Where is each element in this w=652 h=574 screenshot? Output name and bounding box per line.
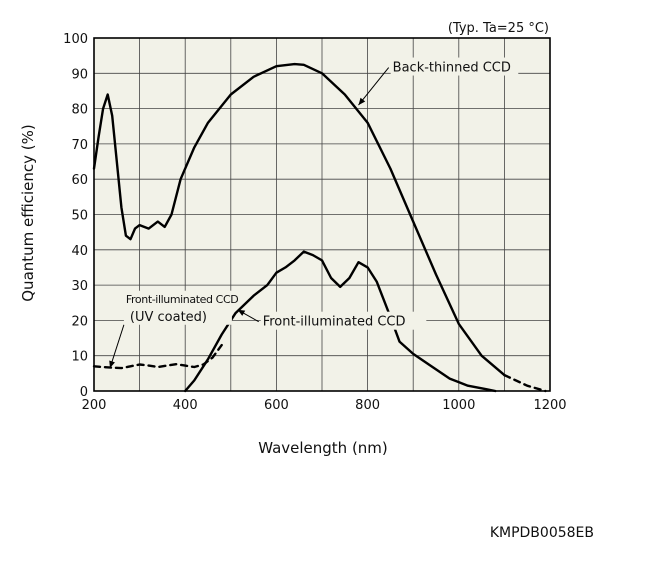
y-axis-title: Quantum efficiency (%) [19, 124, 37, 302]
annotation-arrowhead [358, 97, 366, 106]
y-tick-label: 40 [71, 244, 88, 259]
annotations: Back-thinned CCD Front-illuminated CCD Fro… [109, 57, 519, 369]
y-tick-label: 90 [71, 67, 88, 82]
x-axis-title: Wavelength (nm) [258, 439, 388, 457]
y-tick-label: 70 [71, 138, 88, 153]
x-tick-label: 200 [82, 398, 107, 413]
annotation-label: Back-thinned CCD [393, 61, 511, 76]
figure-code: KMPDB0058EB [490, 525, 594, 541]
x-tick-label: 800 [355, 398, 380, 413]
series-line-back-thinned-ccd [92, 62, 506, 377]
annotation-pointer [358, 67, 390, 106]
x-tick-label: 600 [264, 398, 289, 413]
annotation-arrowhead [237, 309, 246, 316]
y-tick-label: 30 [71, 279, 88, 294]
annotation-backdrop [390, 57, 519, 76]
condition-label: (Typ. Ta=25 °C) [448, 21, 549, 36]
annotation-backdrop [260, 311, 427, 330]
y-tick-label: 80 [71, 103, 88, 118]
y-tick-label: 50 [71, 209, 88, 224]
series-line-front-illuminated-ccd-uv-coated-dashed [92, 343, 223, 370]
x-tick-label: 1000 [442, 398, 475, 413]
x-tick-label: 400 [173, 398, 198, 413]
y-tick-label: 10 [71, 350, 88, 365]
y-tick-label: 20 [71, 314, 88, 329]
plot-frame [93, 37, 551, 392]
series-group [92, 62, 547, 393]
x-tick-labels: 200 400 600 800 1000 1200 [82, 398, 567, 413]
series-line-front-illuminated-ccd [184, 250, 497, 393]
y-tick-labels: 0 10 20 30 40 50 60 70 80 90 100 [63, 32, 88, 400]
y-tick-label: 0 [80, 385, 88, 400]
y-tick-label: 100 [63, 32, 88, 47]
series-line-back-thinned-ccd-dashed [503, 373, 547, 393]
annotation-label: Front-illuminated CCD [126, 293, 238, 306]
annotation-backdrop [123, 290, 232, 325]
annotation-pointer [109, 324, 125, 369]
y-tick-label: 60 [71, 173, 88, 188]
annotation-label: Front-illuminated CCD [263, 315, 406, 330]
annotation-label: (UV coated) [130, 310, 207, 325]
x-tick-label: 1200 [533, 398, 566, 413]
annotation-arrowhead [109, 360, 115, 369]
